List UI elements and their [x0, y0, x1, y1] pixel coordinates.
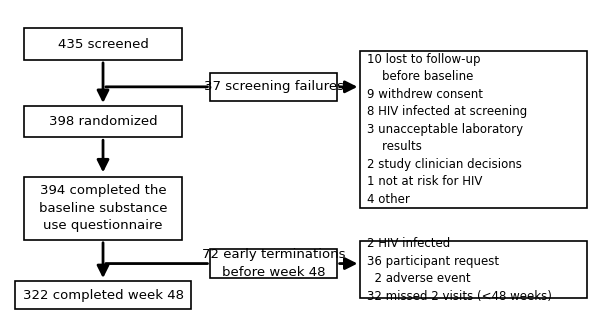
Text: 72 early terminations
before week 48: 72 early terminations before week 48 [202, 248, 345, 279]
Text: 398 randomized: 398 randomized [49, 115, 157, 128]
Text: 394 completed the
baseline substance
use questionnaire: 394 completed the baseline substance use… [39, 184, 167, 232]
Text: 322 completed week 48: 322 completed week 48 [23, 289, 184, 302]
FancyBboxPatch shape [15, 281, 191, 309]
Text: 435 screened: 435 screened [58, 38, 148, 51]
FancyBboxPatch shape [211, 249, 337, 278]
FancyBboxPatch shape [23, 106, 182, 137]
FancyBboxPatch shape [211, 73, 337, 101]
Text: 2 HIV infected
36 participant request
  2 adverse event
32 missed 2 visits (<48 : 2 HIV infected 36 participant request 2 … [367, 237, 552, 303]
Text: 37 screening failures: 37 screening failures [203, 80, 344, 93]
FancyBboxPatch shape [23, 177, 182, 240]
FancyBboxPatch shape [360, 242, 587, 298]
Text: 10 lost to follow-up
    before baseline
9 withdrew consent
8 HIV infected at sc: 10 lost to follow-up before baseline 9 w… [367, 53, 527, 206]
FancyBboxPatch shape [360, 51, 587, 208]
FancyBboxPatch shape [23, 28, 182, 60]
